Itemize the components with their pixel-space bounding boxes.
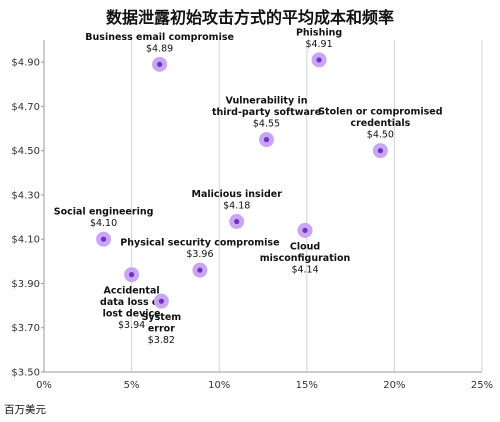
y-tick-label: $4.10	[11, 235, 40, 246]
y-tick-label: $3.50	[11, 368, 40, 379]
y-tick-label: $4.30	[11, 190, 40, 201]
x-tick-label: 5%	[124, 380, 140, 391]
x-tick-label: 0%	[36, 380, 52, 391]
data-label: System error $3.82	[142, 312, 182, 346]
data-point: Cloud misconfiguration $4.14	[260, 222, 351, 275]
unit-label: 百万美元	[4, 403, 46, 416]
data-point: Business email compromise $4.89	[85, 32, 234, 72]
x-tick-label: 25%	[471, 380, 493, 391]
y-tick-label: $4.70	[11, 102, 40, 113]
x-tick-label: 15%	[296, 380, 318, 391]
data-label: Social engineering $4.10	[54, 207, 154, 230]
axes: 0% 5% 10% 15% 20% 25% $3.50 $3.70 $3.90 $4.10 $4.3…	[11, 40, 493, 391]
data-point-marker	[302, 227, 308, 233]
grid	[131, 40, 483, 372]
data-point: Malicious insider $4.18	[192, 189, 283, 229]
data-label: Business email compromise $4.89	[85, 32, 234, 55]
data-point: Physical security compromise $3.96	[120, 238, 280, 278]
data-points: Business email compromise $4.89 Phishing $4…	[54, 27, 443, 346]
data-label: Vulnerability in third-party software $4.5…	[212, 96, 321, 130]
data-label: Phishing $4.91	[296, 27, 342, 50]
data-point-marker	[234, 218, 240, 225]
data-point-marker	[263, 137, 270, 143]
data-point: Accidental data loss or lost device $3.94	[100, 267, 163, 331]
data-label: Cloud misconfiguration $4.14	[260, 241, 351, 275]
data-label: Stolen or compromised credentials $4.50	[318, 107, 442, 141]
data-label: Accidental data loss or lost device $3.94	[100, 286, 163, 332]
data-point-marker	[197, 267, 203, 273]
y-tick-label: $4.90	[11, 58, 40, 69]
data-point: System error $3.82	[142, 293, 182, 346]
chart-title: 数据泄露初始攻击方式的平均成本和频率	[106, 8, 394, 27]
data-point: Stolen or compromised credentials $4.50	[318, 107, 443, 159]
y-tick-label: $3.70	[11, 323, 40, 334]
data-point-marker	[316, 57, 322, 63]
x-tick-label: 10%	[208, 380, 230, 391]
data-label: Physical security compromise $3.96	[120, 238, 279, 260]
data-point: Vulnerability in third-party software $4.5…	[212, 96, 321, 148]
data-point: Social engineering $4.10	[54, 207, 154, 247]
data-point: Phishing $4.91	[296, 27, 342, 68]
data-point-marker	[158, 298, 164, 304]
data-point-marker	[377, 148, 383, 154]
y-tick-label: $3.90	[11, 279, 40, 290]
y-tick-label: $4.50	[11, 146, 40, 157]
data-point-marker	[129, 272, 135, 278]
x-tick-label: 20%	[383, 380, 405, 391]
data-point-marker	[100, 236, 107, 242]
data-label: Malicious insider $4.18	[192, 189, 283, 212]
data-point-marker	[157, 61, 163, 67]
